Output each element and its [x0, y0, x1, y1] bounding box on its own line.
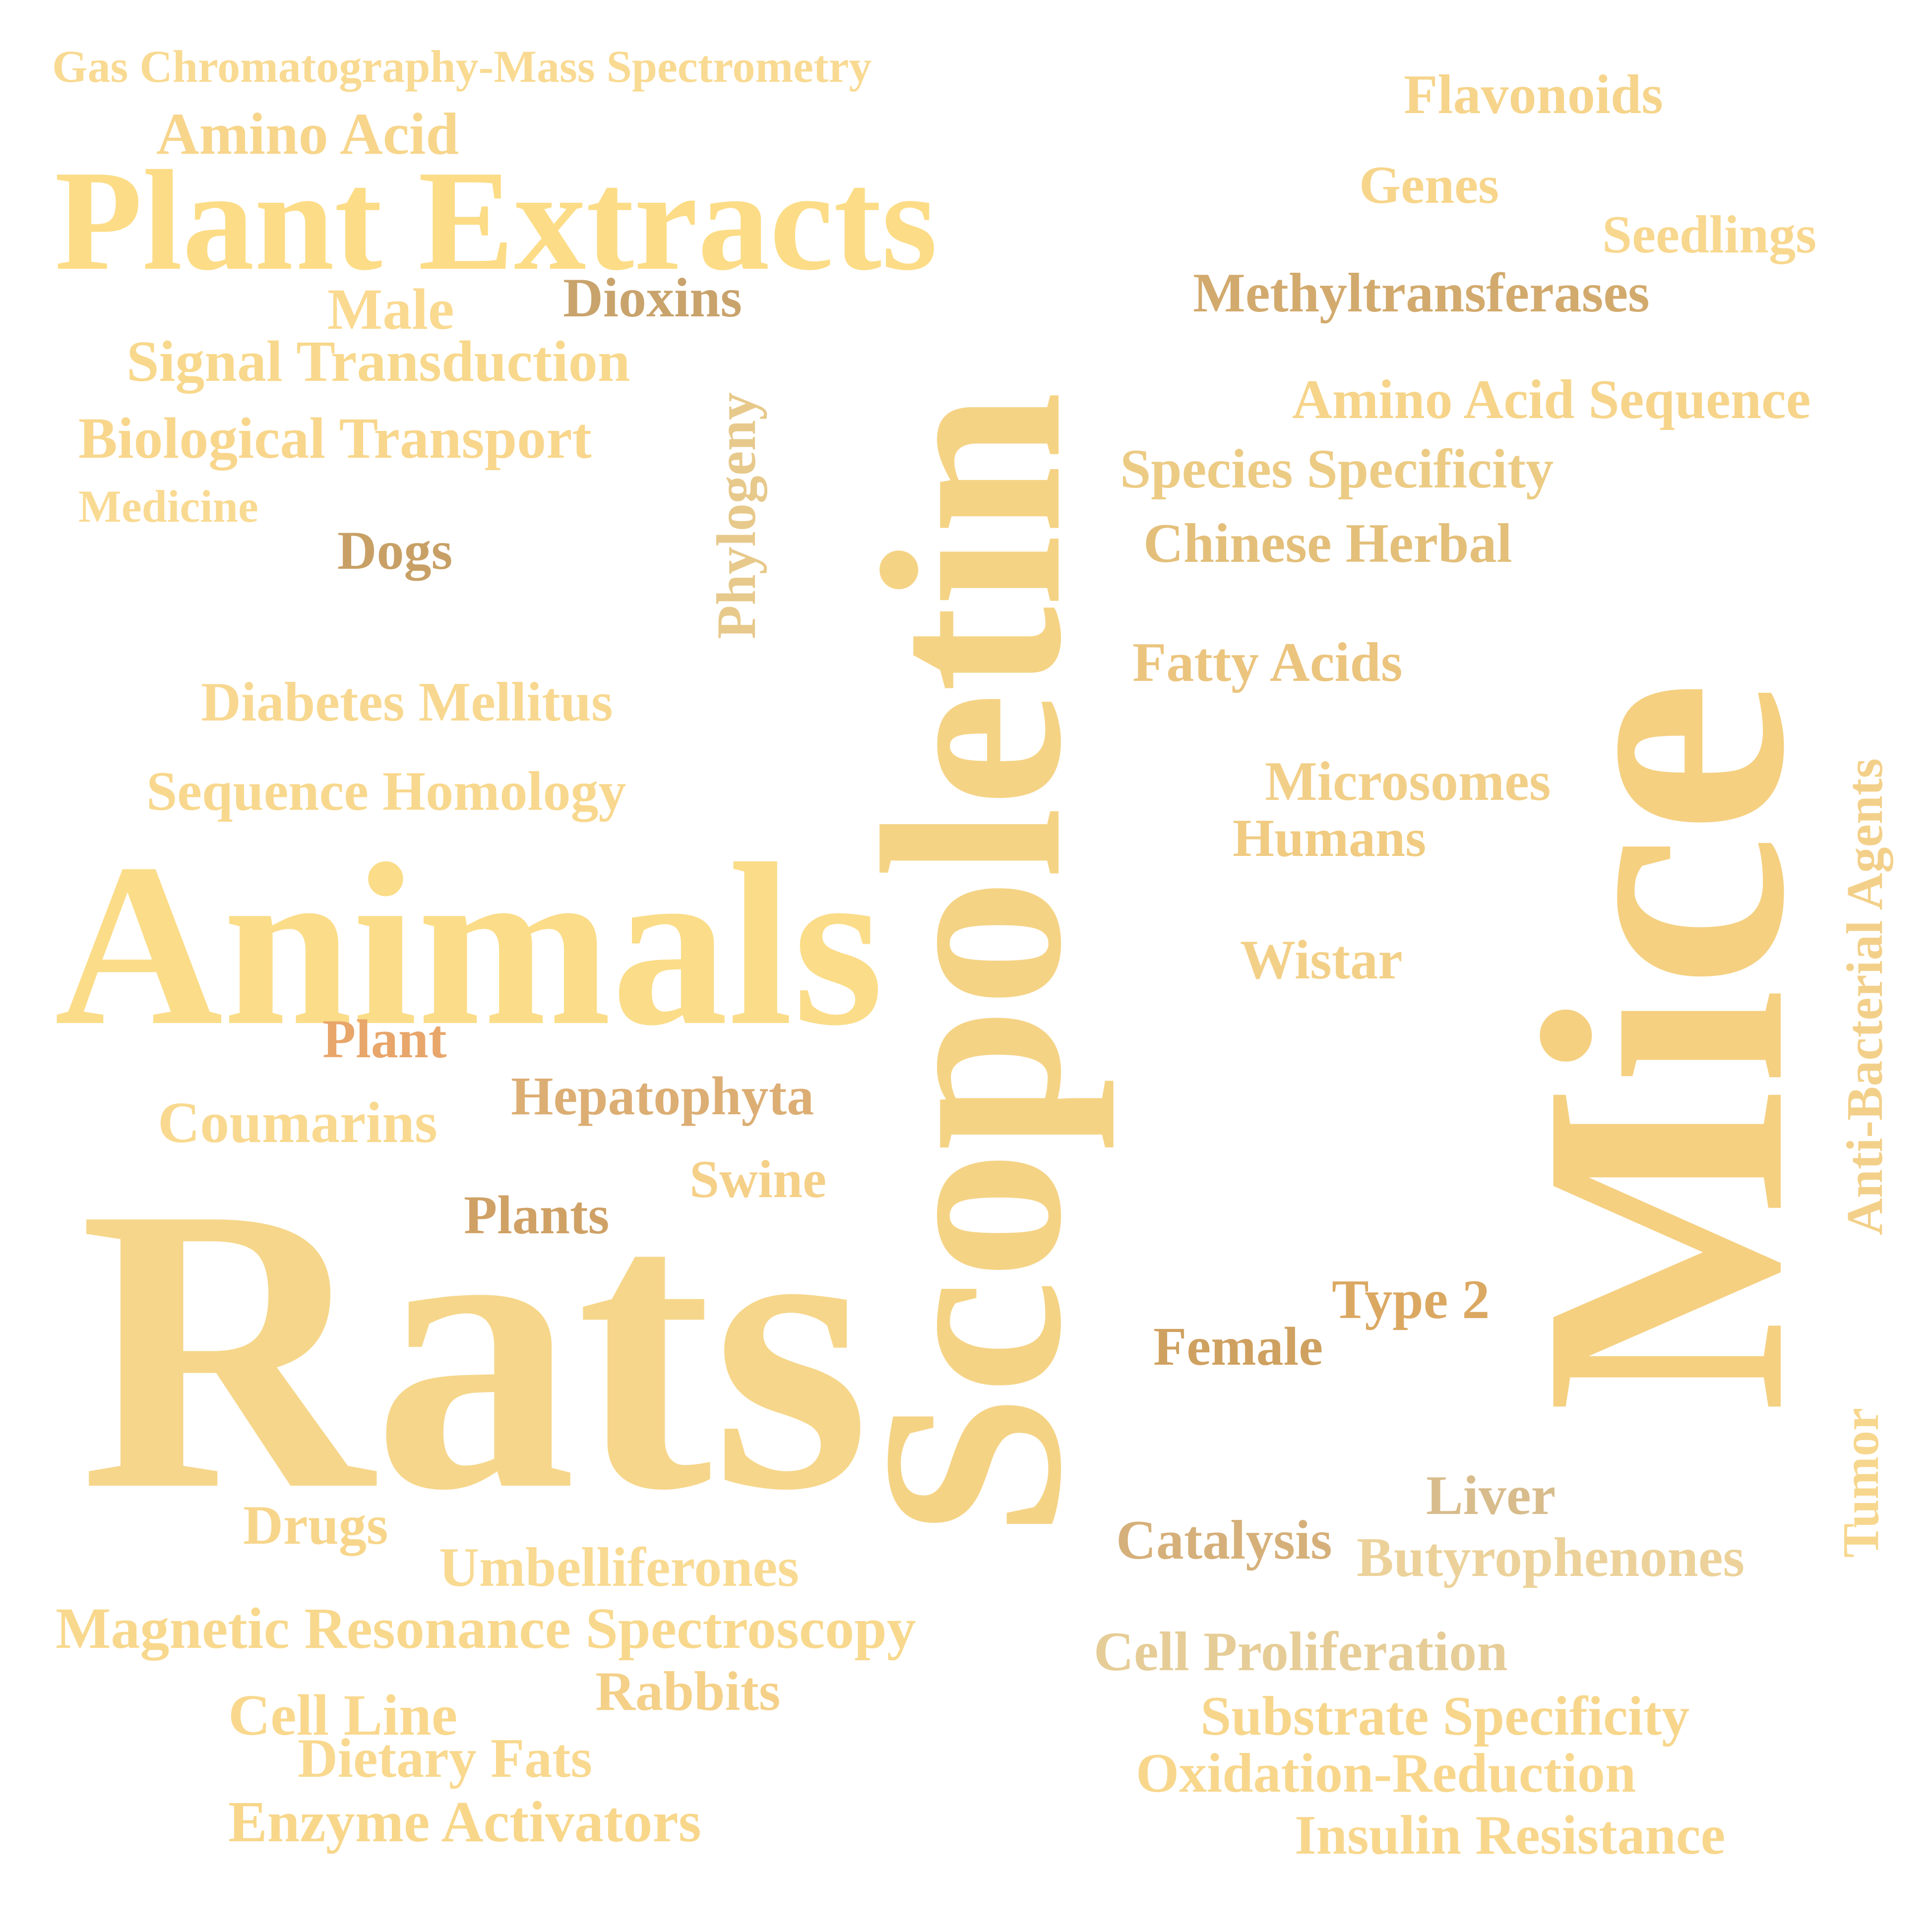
word-dioxins: Dioxins: [563, 267, 742, 329]
word-enzyme-activators: Enzyme Activators: [228, 1789, 701, 1854]
word-butyrophenones: Butyrophenones: [1357, 1527, 1745, 1588]
word-methyltransferases: Methyltransferases: [1193, 262, 1650, 324]
word-sequence-homology: Sequence Homology: [146, 761, 626, 822]
word-male: Male: [327, 277, 454, 342]
word-scopoletin: Scopoletin: [829, 391, 1115, 1538]
word-tumor: Tumor: [1832, 1407, 1889, 1558]
word-rats: Rats: [79, 1124, 871, 1574]
word-microsomes: Microsomes: [1265, 751, 1551, 812]
word-fatty-acids: Fatty Acids: [1132, 632, 1403, 693]
word-seedlings: Seedlings: [1602, 205, 1817, 264]
word-hepatophyta: Hepatophyta: [511, 1066, 814, 1126]
word-amino-acid: Amino Acid: [156, 101, 459, 167]
word-plants: Plants: [464, 1185, 610, 1245]
word-drugs: Drugs: [243, 1495, 388, 1556]
word-swine: Swine: [689, 1150, 827, 1209]
word-rabbits: Rabbits: [595, 1661, 781, 1722]
word-gas-chromatography-mass-spectrometry: Gas Chromatography-Mass Spectrometry: [52, 41, 872, 92]
word-female: Female: [1153, 1316, 1323, 1377]
word-plant: Plant: [322, 1009, 447, 1069]
word-coumarins: Coumarins: [158, 1090, 437, 1155]
word-cell-line: Cell Line: [228, 1683, 458, 1748]
word-animals: Animals: [55, 815, 884, 1074]
word-cell-proliferation: Cell Proliferation: [1094, 1621, 1508, 1683]
word-biological-transport: Biological Transport: [78, 406, 592, 471]
word-insulin-resistance: Insulin Resistance: [1295, 1805, 1726, 1866]
word-catalysis: Catalysis: [1116, 1509, 1332, 1571]
word-chinese-herbal: Chinese Herbal: [1143, 513, 1512, 574]
word-plant-extracts: Plant Extracts: [55, 141, 937, 300]
word-mice: Mice: [1472, 680, 1856, 1413]
word-liver: Liver: [1426, 1465, 1556, 1526]
word-substrate-specificity: Substrate Specificity: [1200, 1686, 1690, 1747]
word-umbelliferones: Umbelliferones: [439, 1537, 799, 1598]
word-oxidation-reduction: Oxidation-Reduction: [1136, 1743, 1636, 1804]
word-diabetes-mellitus: Diabetes Mellitus: [201, 671, 613, 733]
word-dietary-fats: Dietary Fats: [298, 1728, 593, 1789]
word-humans: Humans: [1233, 809, 1427, 868]
word-wistar: Wistar: [1240, 929, 1403, 991]
word-type-2: Type 2: [1332, 1269, 1490, 1330]
word-dogs: Dogs: [337, 520, 453, 581]
word-genes: Genes: [1359, 156, 1499, 215]
word-magnetic-resonance-spectroscopy: Magnetic Resonance Spectroscopy: [56, 1596, 916, 1661]
word-amino-acid-sequence: Amino Acid Sequence: [1292, 369, 1811, 430]
word-medicine: Medicine: [78, 481, 258, 532]
word-phylogeny: Phylogeny: [706, 392, 767, 639]
word-anti-bacterial-agents: Anti-Bacterial Agents: [1836, 758, 1893, 1235]
word-flavonoids: Flavonoids: [1404, 64, 1663, 125]
word-signal-transduction: Signal Transduction: [126, 329, 630, 394]
word-species-specificity: Species Specificity: [1120, 438, 1554, 500]
